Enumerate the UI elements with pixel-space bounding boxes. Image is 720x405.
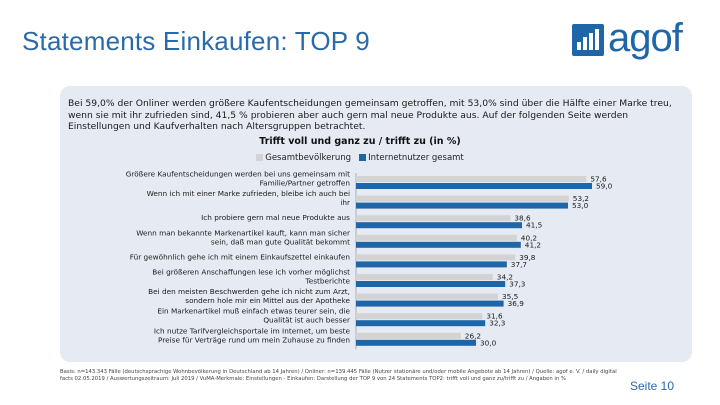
category-label: Größere Kaufentscheidungen werden bei un… — [126, 170, 350, 188]
bar-chart-icon — [572, 24, 604, 56]
data-label-series-2: 36,9 — [508, 299, 525, 308]
category-label: Bei größeren Anschaffungen lese ich vorh… — [152, 268, 350, 286]
data-label-series-2: 41,5 — [526, 221, 542, 230]
category-label: Ein Markenartikel muß einfach etwas teur… — [157, 307, 350, 325]
intro-text: Bei 59,0% der Onliner werden größere Kau… — [68, 98, 672, 133]
bar-series-2 — [356, 183, 592, 189]
data-label-series-1: 26,2 — [465, 331, 481, 340]
data-label-series-1: 53,2 — [573, 194, 589, 203]
data-label-series-1: 34,2 — [497, 273, 513, 282]
chart-title: Trifft voll und ganz zu / trifft zu (in … — [259, 136, 461, 147]
category-label: Ich probiere gern mal neue Produkte aus — [201, 213, 350, 222]
legend-label-1: Gesamtbevölkerung — [265, 153, 352, 163]
chart-legend: Gesamtbevölkerung Internetnutzer gesamt — [0, 153, 720, 163]
page-number: Seite 10 — [630, 379, 675, 393]
footnote: Basis: n=143.343 Fälle (deutschsprachige… — [60, 369, 617, 382]
category-label: Wenn man bekannte Markenartikel kauft, k… — [136, 228, 350, 246]
data-label-series-1: 35,5 — [502, 292, 518, 301]
bar-series-2 — [356, 320, 486, 327]
bar-series-1 — [356, 293, 498, 300]
bar-series-1 — [356, 176, 587, 182]
data-label-series-1: 57,6 — [590, 175, 607, 184]
bar-series-1 — [356, 313, 483, 320]
data-label-series-1: 31,6 — [486, 312, 503, 321]
legend-swatch-2 — [359, 154, 367, 161]
data-label-series-2: 30,0 — [480, 338, 497, 347]
category-label: Ich nutze Tarifvergleichsportale im Inte… — [154, 326, 351, 344]
bar-series-2 — [356, 202, 568, 209]
agof-logo: agof — [572, 16, 697, 62]
bar-series-1 — [356, 254, 516, 261]
bar-series-2 — [356, 222, 522, 229]
bar-series-2 — [356, 281, 506, 287]
bar-series-1 — [356, 195, 569, 202]
data-label-series-2: 59,0 — [596, 182, 613, 191]
data-label-series-2: 53,0 — [572, 201, 589, 210]
data-label-series-1: 39,8 — [519, 253, 536, 262]
bar-series-1 — [356, 215, 511, 222]
bar-series-1 — [356, 274, 493, 280]
category-label: Bei den meisten Beschwerden gehe ich nic… — [148, 287, 350, 305]
data-label-series-2: 41,2 — [525, 240, 541, 249]
page-title: Statements Einkaufen: TOP 9 — [22, 26, 370, 56]
bar-series-1 — [356, 332, 461, 339]
category-label: Für gewöhnlich gehe ich mit einem Einkau… — [130, 252, 350, 261]
data-label-series-2: 37,3 — [509, 280, 526, 289]
data-label-series-1: 40,2 — [521, 233, 537, 242]
legend-swatch-1 — [256, 154, 264, 161]
legend-label-2: Internetnutzer gesamt — [368, 153, 464, 163]
data-label-series-2: 37,7 — [511, 260, 528, 269]
bar-series-2 — [356, 261, 507, 268]
bar-series-1 — [356, 234, 517, 241]
data-label-series-2: 32,3 — [489, 319, 506, 328]
bar-series-2 — [356, 300, 504, 307]
logo-text: agof — [608, 16, 683, 60]
bar-series-2 — [356, 241, 521, 248]
data-label-series-1: 38,6 — [514, 214, 531, 223]
bar-series-2 — [356, 339, 476, 346]
category-label: Wenn ich mit einer Marke zufrieden, blei… — [147, 189, 350, 207]
